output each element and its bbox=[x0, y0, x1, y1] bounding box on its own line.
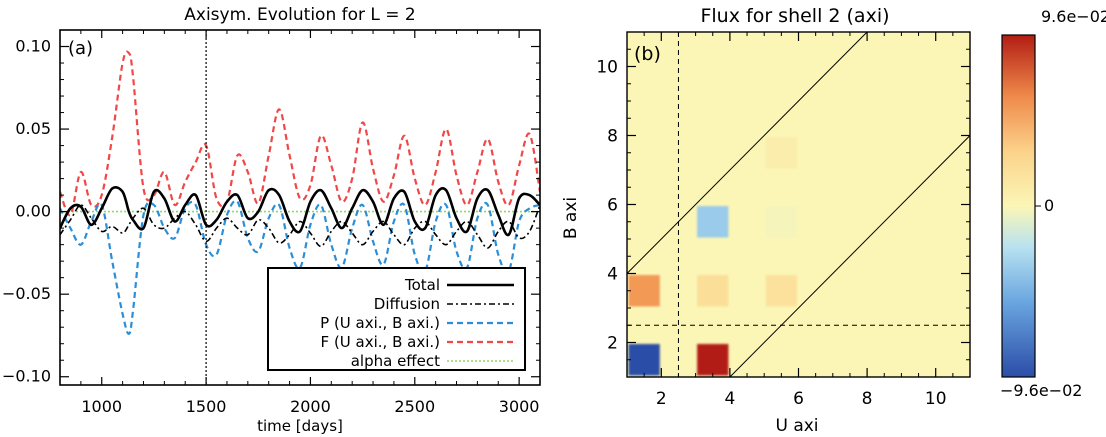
heatmap-ylabel: B axi bbox=[561, 197, 581, 239]
y-tick-label: 8 bbox=[607, 127, 618, 147]
legend-label: Diffusion bbox=[374, 295, 440, 313]
y-tick-label: 0.00 bbox=[15, 202, 51, 221]
line-chart-panel-label: (a) bbox=[68, 38, 93, 59]
series-line-total bbox=[60, 186, 540, 237]
heatmap-cell bbox=[628, 275, 660, 307]
y-tick-label: 6 bbox=[607, 196, 618, 216]
x-tick-label: 4 bbox=[724, 389, 735, 409]
y-tick-label: 0.10 bbox=[15, 37, 51, 56]
heatmap-panel-label: (b) bbox=[634, 43, 661, 65]
x-tick-label: 1500 bbox=[186, 397, 227, 416]
legend-label: Total bbox=[404, 276, 440, 294]
heatmap-xlabel: U axi bbox=[775, 416, 818, 436]
colorbar-max-label: 9.6e−02 bbox=[1041, 7, 1106, 26]
line-chart-axes: 1000 1500 2000 2500 3000 −0.10 −0.05 0.00 0.05 0.… bbox=[2, 30, 541, 416]
heatmap-guides bbox=[627, 32, 970, 377]
series-line-p-u-axi-b-axi bbox=[60, 199, 540, 335]
line-chart-title: Axisym. Evolution for L = 2 bbox=[184, 5, 415, 25]
heatmap-cell bbox=[765, 206, 797, 238]
line-chart-xlabel: time [days] bbox=[257, 417, 343, 435]
line-chart-plot-frame bbox=[59, 29, 541, 386]
diagonal-guide bbox=[627, 32, 868, 274]
x-tick-label: 2500 bbox=[394, 397, 435, 416]
line-chart-panel: Axisym. Evolution for L = 2 1000 1500 2000… bbox=[2, 5, 541, 435]
y-tick-label: 4 bbox=[607, 265, 618, 285]
heatmap-cell bbox=[697, 275, 729, 307]
y-tick-label: 10 bbox=[596, 58, 618, 78]
heatmap-cell bbox=[765, 275, 797, 307]
heatmap-cell bbox=[628, 344, 660, 376]
y-tick-label: 2 bbox=[607, 334, 618, 354]
legend-label: P (U axi., B axi.) bbox=[320, 314, 440, 332]
x-tick-label: 6 bbox=[793, 389, 804, 409]
series-group bbox=[60, 50, 540, 335]
heatmap-cell bbox=[697, 344, 729, 376]
y-tick-label: −0.05 bbox=[2, 284, 51, 303]
colorbar bbox=[1001, 34, 1036, 378]
legend-label: F (U axi., B axi.) bbox=[321, 333, 440, 351]
colorbar-mid-label: 0 bbox=[1044, 196, 1054, 215]
heatmap-cell bbox=[697, 206, 729, 238]
x-tick-label: 2000 bbox=[290, 397, 331, 416]
series-line-f-u-axi-b-axi bbox=[60, 50, 540, 217]
x-tick-label: 10 bbox=[925, 389, 947, 409]
colorbar-min-label: −9.6e−02 bbox=[1000, 381, 1082, 400]
legend-label: alpha effect bbox=[351, 352, 440, 370]
heatmap-title: Flux for shell 2 (axi) bbox=[700, 5, 889, 27]
heatmap-cell bbox=[765, 137, 797, 169]
x-tick-label: 2 bbox=[656, 389, 667, 409]
x-tick-label: 1000 bbox=[81, 397, 122, 416]
x-tick-label: 3000 bbox=[499, 397, 540, 416]
y-tick-label: −0.10 bbox=[2, 367, 51, 386]
heatmap-cells bbox=[628, 137, 797, 376]
heatmap-background bbox=[627, 32, 970, 377]
heatmap-axes: 2 4 6 8 10 2 4 6 8 10 bbox=[596, 32, 970, 409]
diagonal-guide bbox=[729, 135, 970, 377]
x-tick-label: 8 bbox=[862, 389, 873, 409]
y-tick-label: 0.05 bbox=[15, 119, 51, 138]
